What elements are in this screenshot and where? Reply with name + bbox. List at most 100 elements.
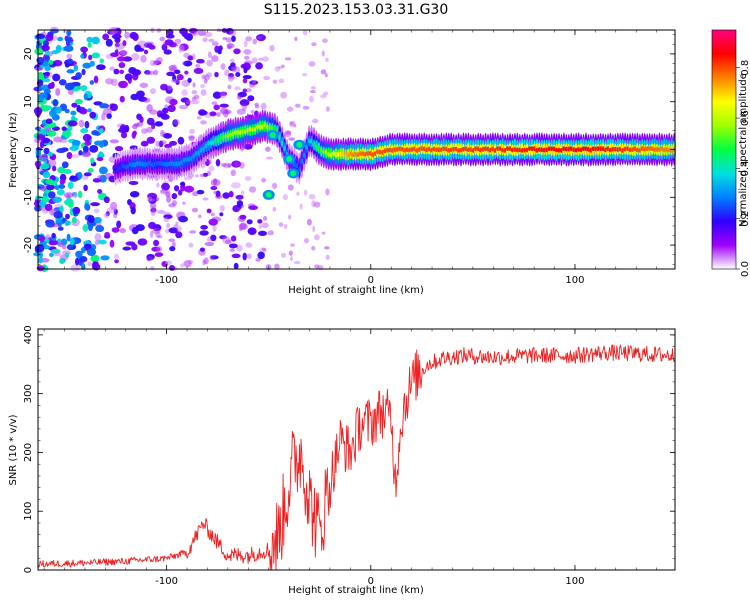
snr-frame xyxy=(37,328,676,571)
spectrogram-cell xyxy=(149,88,157,95)
spectrogram-cell xyxy=(459,147,463,153)
spectrogram-cell xyxy=(80,85,88,92)
colorbar-tick-label: 0.2 xyxy=(740,211,750,227)
spectrogram-cell xyxy=(286,156,293,163)
spectrogram-cell xyxy=(54,185,60,191)
spectrogram-cell xyxy=(238,130,243,136)
spectrogram-cell xyxy=(252,38,257,45)
colorbar-tick-label: 0.4 xyxy=(740,160,750,176)
spectrogram-cell xyxy=(145,161,150,167)
spectrogram-cell xyxy=(38,96,44,102)
spectrogram-cell xyxy=(48,59,54,65)
spectrogram-cell xyxy=(94,239,100,246)
spectrogram-cell xyxy=(53,211,63,219)
spectrogram-cell xyxy=(456,147,461,153)
spectrogram-cell xyxy=(183,260,192,268)
spectrogram-cell xyxy=(119,69,125,75)
spectrogram-cell xyxy=(187,55,194,61)
spectrogram-cell xyxy=(280,91,287,99)
spectrogram-cell xyxy=(241,129,245,135)
spectrogram-cell xyxy=(163,214,173,220)
spectrogram-cell xyxy=(53,251,62,257)
spectrogram-cell xyxy=(211,55,219,62)
spectrogram-cell xyxy=(150,210,156,217)
spectrogram-cell xyxy=(196,189,205,195)
spectrogram-cell xyxy=(49,252,54,258)
spectrogram-cell xyxy=(579,147,583,153)
spectrogram-cell xyxy=(87,42,92,48)
spectrogram-cell xyxy=(412,146,417,152)
spectrogram-cell xyxy=(420,146,424,151)
spectrogram-cell xyxy=(71,102,78,108)
spectrogram-cell xyxy=(212,91,222,99)
snr-ytick-label: 300 xyxy=(23,384,34,403)
spectrogram-cell xyxy=(124,73,133,81)
spectrogram-cell xyxy=(38,42,43,48)
spectrogram-cell xyxy=(288,250,293,256)
spectrogram-cell xyxy=(528,146,532,152)
spectrogram-cell xyxy=(225,239,232,245)
spectrogram-cell xyxy=(66,53,73,60)
spectrogram-cell xyxy=(96,64,106,71)
spectrogram-cell xyxy=(172,43,179,47)
spectrogram-cell xyxy=(91,130,99,136)
spectrogram-cell xyxy=(251,127,255,133)
spectrogram-cell xyxy=(136,113,142,121)
spectrogram-cell xyxy=(277,66,283,70)
spectrogram-cell xyxy=(207,141,211,146)
spectrogram-cell xyxy=(264,146,271,152)
spectrogram-cell xyxy=(574,147,578,153)
spectrogram-cell xyxy=(554,147,559,153)
spectrogram-cell xyxy=(45,127,52,133)
spectrogram-cell xyxy=(99,103,109,109)
colorbar-gradient xyxy=(712,30,736,269)
spectrogram-cell xyxy=(180,263,185,268)
spectrogram-cell xyxy=(282,194,289,201)
spectrogram-cell xyxy=(525,147,529,153)
spectrogram-cell xyxy=(183,52,190,59)
spectrogram-cell xyxy=(237,215,246,223)
spectrogram-cell xyxy=(518,147,522,153)
spectrogram-cell xyxy=(200,224,208,230)
spectrogram-cell xyxy=(52,98,59,107)
spectrogram-cell xyxy=(296,141,303,148)
spectrogram-frame xyxy=(37,29,676,270)
spectrogram-cell xyxy=(242,88,248,93)
spectrogram-cell xyxy=(165,191,171,198)
spectrogram-cell xyxy=(290,170,297,177)
spectrogram-cell xyxy=(116,56,126,62)
spectrogram-cell xyxy=(302,29,308,36)
spectrogram-cell xyxy=(184,70,189,75)
snr-panel: -100 0 100 0 100 200 300 400 Height of straight… xyxy=(8,325,676,596)
spectrogram-cell xyxy=(191,207,199,213)
spectrogram-cell xyxy=(503,147,507,153)
spectrogram-cell xyxy=(45,118,53,124)
spectrogram-cell xyxy=(194,174,199,178)
spectrogram-cell xyxy=(188,242,194,248)
spectrogram-cell xyxy=(366,151,370,156)
spectrogram-cell xyxy=(344,150,348,156)
spectrogram-cell xyxy=(96,175,103,180)
spectrogram-cell xyxy=(55,88,61,96)
spectrogram-cell xyxy=(103,212,109,219)
spectrogram-cell xyxy=(323,91,329,96)
spectrogram-cell xyxy=(388,147,392,153)
spectrogram-cell xyxy=(94,233,102,241)
spectrogram-cell xyxy=(596,146,600,152)
spectrogram-cell xyxy=(105,38,113,47)
spectrogram-cell xyxy=(572,147,576,152)
spectrogram-cell xyxy=(405,147,409,153)
spectrogram-cell xyxy=(245,88,252,93)
spectrogram-cell xyxy=(222,192,230,199)
spectrogram-cell xyxy=(203,78,208,84)
spectrogram-cell xyxy=(286,106,294,112)
spectrogram-cell xyxy=(78,150,83,156)
spectrogram-cell xyxy=(250,110,255,114)
spectrogram-cell xyxy=(118,165,123,171)
spectrogram-cell xyxy=(111,33,122,40)
spectrogram-cell xyxy=(324,73,328,78)
spectrogram-cell xyxy=(246,128,250,133)
spectrogram-cell xyxy=(80,128,89,134)
spectrogram-cell xyxy=(356,152,360,158)
spectrogram-cell xyxy=(311,42,317,47)
